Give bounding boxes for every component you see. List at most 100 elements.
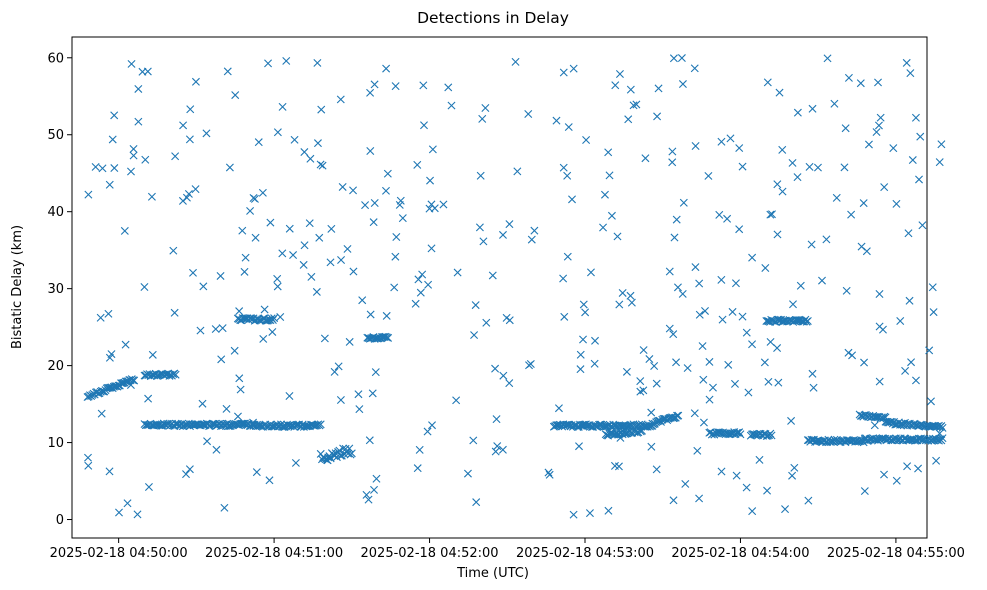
data-point: [818, 276, 826, 285]
data-point: [613, 232, 622, 241]
data-point: [624, 115, 633, 124]
data-point: [299, 260, 308, 269]
data-point: [171, 152, 180, 161]
data-point: [476, 171, 485, 180]
data-point: [564, 123, 573, 132]
data-point: [669, 414, 678, 423]
data-point: [105, 383, 114, 392]
data-point: [691, 142, 700, 150]
y-tick-label: 0: [56, 513, 64, 528]
x-tick-label: 2025-02-18 04:51:00: [205, 546, 343, 561]
data-point: [678, 80, 687, 89]
data-point: [105, 467, 114, 476]
data-point: [796, 281, 805, 290]
data-point: [599, 223, 608, 232]
data-point: [905, 296, 914, 305]
data-point: [801, 315, 810, 324]
data-point: [691, 263, 700, 272]
data-point: [423, 427, 432, 436]
data-point: [499, 371, 508, 380]
data-point: [788, 158, 797, 167]
data-point: [627, 298, 636, 307]
data-point: [618, 288, 627, 297]
data-point: [372, 474, 381, 483]
data-point: [411, 299, 420, 308]
data-point: [245, 314, 254, 323]
data-point: [336, 395, 345, 404]
data-point: [766, 210, 775, 219]
data-point: [505, 316, 514, 325]
data-point: [391, 82, 400, 91]
data-point: [848, 351, 857, 360]
data-point: [807, 240, 816, 249]
data-point: [345, 337, 354, 346]
data-point: [803, 317, 812, 325]
data-point: [880, 470, 889, 479]
data-point: [141, 155, 150, 164]
data-point: [911, 376, 920, 385]
data-point: [320, 334, 329, 343]
data-point: [874, 413, 883, 422]
data-point: [904, 229, 913, 238]
x-axis: 2025-02-18 04:50:00 2025-02-18 04:51:00 20…: [50, 538, 965, 561]
data-point: [395, 200, 404, 209]
x-tick-label: 2025-02-18 04:52:00: [361, 546, 499, 561]
data-point: [267, 422, 276, 431]
data-point: [636, 377, 645, 386]
data-point: [482, 318, 491, 327]
data-point: [717, 275, 726, 284]
data-point: [916, 132, 925, 141]
data-point: [311, 421, 320, 430]
y-tick-label: 60: [47, 51, 64, 66]
data-point: [736, 430, 745, 439]
data-point: [632, 100, 641, 109]
data-point: [426, 176, 435, 185]
data-point: [805, 162, 814, 171]
data-point: [927, 397, 935, 406]
data-point: [874, 121, 883, 130]
data-point: [918, 221, 927, 230]
data-point: [554, 404, 563, 413]
data-point: [313, 139, 322, 148]
data-point: [91, 162, 100, 171]
data-point: [585, 509, 594, 518]
data-point: [265, 476, 274, 485]
data-point: [505, 379, 514, 388]
data-point: [115, 508, 123, 517]
data-point: [382, 311, 391, 320]
data-point: [699, 375, 708, 384]
data-point: [871, 412, 880, 421]
data-point: [790, 463, 799, 472]
data-point: [231, 91, 240, 100]
data-point: [673, 411, 682, 420]
data-point: [698, 342, 707, 351]
x-tick-label: 2025-02-18 04:55:00: [827, 546, 965, 561]
data-point: [755, 455, 764, 464]
data-point: [581, 308, 590, 317]
data-point: [129, 144, 138, 153]
data-point: [481, 103, 490, 112]
data-point: [889, 144, 898, 153]
data-point: [735, 144, 744, 153]
data-point: [307, 272, 316, 281]
data-point: [731, 279, 740, 288]
data-point: [860, 358, 869, 367]
data-point: [638, 426, 646, 435]
data-point: [126, 167, 135, 176]
data-point: [290, 135, 299, 144]
data-point: [199, 282, 208, 291]
data-point: [872, 128, 881, 137]
data-point: [559, 274, 568, 283]
data-point: [478, 114, 487, 123]
data-point: [306, 154, 315, 163]
data-point: [198, 399, 207, 408]
x-tick-label: 2025-02-18 04:54:00: [671, 546, 809, 561]
data-point: [908, 156, 917, 165]
y-tick-label: 20: [47, 359, 64, 374]
data-point: [626, 291, 635, 300]
data-point: [880, 183, 889, 192]
data-point: [186, 105, 195, 114]
data-point: [876, 113, 885, 122]
data-point: [695, 279, 704, 288]
